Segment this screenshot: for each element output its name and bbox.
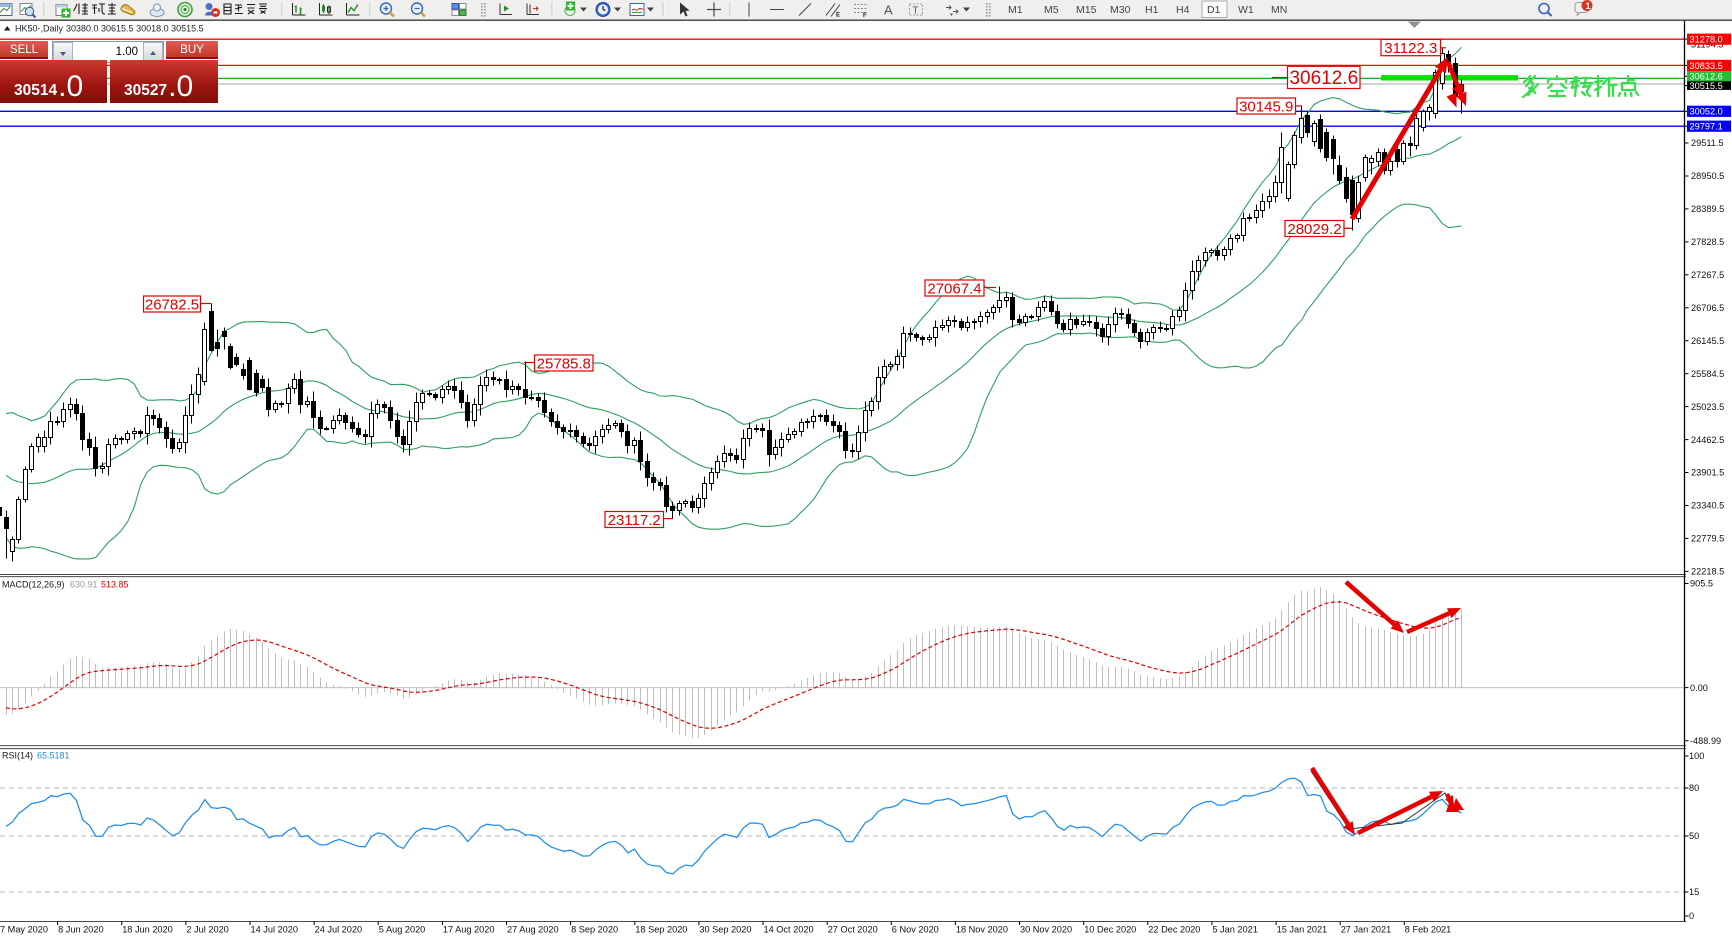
svg-text:30515.5: 30515.5 xyxy=(1690,81,1723,91)
svg-text:14 Oct 2020: 14 Oct 2020 xyxy=(764,925,814,935)
svg-text:5 Jan 2021: 5 Jan 2021 xyxy=(1212,925,1257,935)
svg-text:0: 0 xyxy=(1689,911,1694,921)
svg-text:65.5181: 65.5181 xyxy=(37,751,70,761)
svg-text:RSI(14): RSI(14) xyxy=(2,751,33,761)
svg-text:30612.6: 30612.6 xyxy=(1289,68,1358,89)
svg-text:E: E xyxy=(836,13,840,19)
svg-text:27 Aug 2020: 27 Aug 2020 xyxy=(507,925,559,935)
svg-text:14 Jul 2020: 14 Jul 2020 xyxy=(251,925,299,935)
svg-text:8 Feb 2021: 8 Feb 2021 xyxy=(1405,925,1452,935)
svg-text:15 Jan 2021: 15 Jan 2021 xyxy=(1277,925,1328,935)
svg-text:31278.0: 31278.0 xyxy=(1690,35,1723,45)
svg-text:27 Oct 2020: 27 Oct 2020 xyxy=(828,925,878,935)
svg-text:24 Jul 2020: 24 Jul 2020 xyxy=(315,925,363,935)
svg-text:MN: MN xyxy=(1271,4,1287,16)
svg-text:18 Nov 2020: 18 Nov 2020 xyxy=(956,925,1008,935)
svg-text:5 Aug 2020: 5 Aug 2020 xyxy=(379,925,426,935)
svg-text:28389.5: 28389.5 xyxy=(1691,204,1724,214)
svg-text:25785.8: 25785.8 xyxy=(537,355,591,372)
svg-text:MACD(12,26,9): MACD(12,26,9) xyxy=(2,580,65,590)
svg-text:26782.5: 26782.5 xyxy=(145,296,199,313)
svg-text:7 May 2020: 7 May 2020 xyxy=(0,925,48,935)
svg-text:M5: M5 xyxy=(1044,4,1059,16)
svg-text:M30: M30 xyxy=(1110,4,1131,16)
svg-text:17 Aug 2020: 17 Aug 2020 xyxy=(443,925,495,935)
svg-text:F: F xyxy=(863,13,867,19)
svg-text:26706.5: 26706.5 xyxy=(1691,303,1724,313)
svg-text:15: 15 xyxy=(1689,887,1699,897)
svg-text:W1: W1 xyxy=(1238,4,1254,16)
svg-text:-488.99: -488.99 xyxy=(1690,736,1721,746)
svg-text:A: A xyxy=(884,3,893,18)
svg-text:24462.5: 24462.5 xyxy=(1691,435,1724,445)
svg-text:27828.5: 27828.5 xyxy=(1691,237,1724,247)
svg-text:22779.5: 22779.5 xyxy=(1691,534,1724,544)
svg-text:905.5: 905.5 xyxy=(1690,579,1713,589)
svg-text:0.00: 0.00 xyxy=(1690,683,1708,693)
svg-text:30833.5: 30833.5 xyxy=(1690,61,1723,71)
svg-text:1: 1 xyxy=(1586,1,1591,11)
svg-text:30 Sep 2020: 30 Sep 2020 xyxy=(699,925,751,935)
svg-text:31122.3: 31122.3 xyxy=(1384,40,1437,57)
svg-text:25584.5: 25584.5 xyxy=(1691,369,1724,379)
svg-text:27067.4: 27067.4 xyxy=(927,280,981,297)
svg-text:28950.5: 28950.5 xyxy=(1691,171,1724,181)
svg-text:23117.2: 23117.2 xyxy=(608,512,661,529)
svg-text:30 Nov 2020: 30 Nov 2020 xyxy=(1020,925,1072,935)
svg-text:8 Sep 2020: 8 Sep 2020 xyxy=(571,925,618,935)
svg-text:30612.6: 30612.6 xyxy=(1690,72,1723,82)
svg-text:M15: M15 xyxy=(1076,4,1097,16)
svg-text:27 Jan 2021: 27 Jan 2021 xyxy=(1341,925,1392,935)
svg-text:T: T xyxy=(913,6,919,17)
svg-text:22218.5: 22218.5 xyxy=(1691,567,1724,577)
svg-text:2 Jul 2020: 2 Jul 2020 xyxy=(186,925,228,935)
svg-text:513.85: 513.85 xyxy=(101,580,129,590)
svg-text:80: 80 xyxy=(1689,783,1699,793)
svg-text:H4: H4 xyxy=(1176,4,1190,16)
svg-text:30145.9: 30145.9 xyxy=(1239,98,1293,115)
svg-text:18 Sep 2020: 18 Sep 2020 xyxy=(635,925,687,935)
svg-text:29511.5: 29511.5 xyxy=(1691,138,1724,148)
svg-text:50: 50 xyxy=(1689,831,1699,841)
svg-text:8 Jun 2020: 8 Jun 2020 xyxy=(58,925,103,935)
svg-text:26145.5: 26145.5 xyxy=(1691,336,1724,346)
svg-text:22 Dec 2020: 22 Dec 2020 xyxy=(1148,925,1200,935)
svg-text:6 Nov 2020: 6 Nov 2020 xyxy=(892,925,939,935)
svg-text:23901.5: 23901.5 xyxy=(1691,468,1724,478)
svg-text:23340.5: 23340.5 xyxy=(1691,501,1724,511)
svg-text:H1: H1 xyxy=(1145,4,1159,16)
svg-text:10 Dec 2020: 10 Dec 2020 xyxy=(1084,925,1136,935)
svg-text:29797.1: 29797.1 xyxy=(1690,122,1723,132)
svg-text:M1: M1 xyxy=(1008,4,1023,16)
svg-text:30380.0 30615.5 30018.0 30515.: 30380.0 30615.5 30018.0 30515.5 xyxy=(66,24,204,34)
svg-text:630.91: 630.91 xyxy=(70,580,98,590)
svg-text:30052.0: 30052.0 xyxy=(1690,107,1723,117)
svg-text:18 Jun 2020: 18 Jun 2020 xyxy=(122,925,173,935)
svg-text:27267.5: 27267.5 xyxy=(1691,270,1724,280)
svg-text:25023.5: 25023.5 xyxy=(1691,402,1724,412)
svg-text:D1: D1 xyxy=(1207,4,1221,16)
svg-text:28029.2: 28029.2 xyxy=(1287,221,1341,238)
svg-text:100: 100 xyxy=(1689,751,1704,761)
svg-text:HK50-,Daily: HK50-,Daily xyxy=(15,24,64,34)
